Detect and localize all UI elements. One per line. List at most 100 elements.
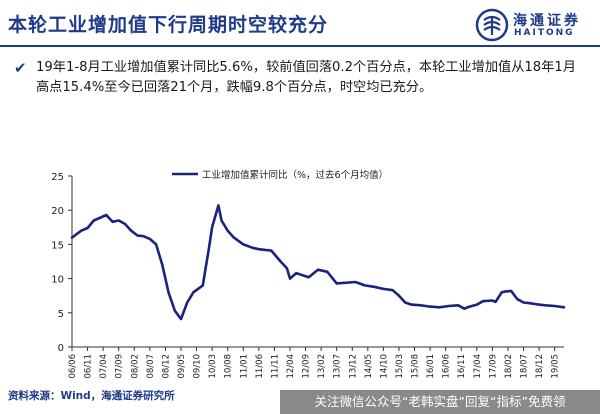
data-point bbox=[491, 299, 494, 302]
data-point bbox=[226, 229, 229, 232]
data-point bbox=[136, 234, 139, 237]
data-point bbox=[186, 301, 189, 304]
x-tick-label: 17/04 bbox=[473, 354, 483, 379]
data-point bbox=[373, 285, 375, 288]
x-tick-label: 07/09 bbox=[115, 354, 125, 379]
header-divider bbox=[0, 45, 600, 47]
data-point bbox=[463, 307, 466, 310]
x-tick-label: 07/04 bbox=[99, 354, 109, 379]
data-point bbox=[510, 290, 512, 292]
data-point bbox=[438, 306, 441, 309]
data-point bbox=[457, 304, 459, 307]
haitong-logo-icon bbox=[475, 8, 509, 42]
data-point bbox=[398, 294, 400, 297]
data-point bbox=[117, 219, 120, 222]
x-tick-label: 18/12 bbox=[535, 354, 545, 379]
data-point bbox=[410, 303, 413, 306]
series-line bbox=[70, 204, 566, 321]
data-point bbox=[544, 304, 547, 307]
logo-text-en: HAITONG bbox=[514, 28, 575, 38]
data-point bbox=[142, 235, 145, 238]
y-tick-label: 25 bbox=[51, 172, 64, 183]
x-tick-label: 09/10 bbox=[193, 354, 203, 379]
x-tick-label: 15/03 bbox=[395, 354, 405, 379]
y-tick-label: 15 bbox=[51, 240, 64, 251]
summary-bullet: ✔ 19年1-8月工业增加值累计同比5.6%，较前值回落0.2个百分点，本轮工业… bbox=[14, 58, 584, 98]
data-point bbox=[264, 249, 266, 251]
y-tick-label: 20 bbox=[51, 206, 64, 217]
data-point bbox=[466, 306, 469, 309]
data-point bbox=[494, 301, 497, 303]
data-point bbox=[167, 291, 170, 294]
x-tick-label: 15/08 bbox=[411, 354, 421, 379]
data-point bbox=[279, 260, 282, 263]
chart-plot-area bbox=[70, 204, 566, 321]
source-note: 资料来源：Wind，海通证券研究所 bbox=[8, 390, 175, 402]
x-tick-label: 16/11 bbox=[457, 354, 467, 379]
x-tick-label: 11/06 bbox=[255, 354, 265, 379]
x-tick-label: 16/06 bbox=[442, 354, 452, 379]
data-point bbox=[482, 300, 484, 303]
data-point bbox=[148, 238, 151, 240]
data-point bbox=[211, 226, 214, 229]
x-tick-label: 12/09 bbox=[302, 354, 312, 379]
line-chart: 0 5 10 15 20 25 06/06 06/11 07/04 07/09 08/02 08/07… bbox=[51, 169, 566, 379]
x-tick-label: 11/01 bbox=[239, 354, 249, 379]
data-point bbox=[233, 236, 235, 239]
data-point bbox=[500, 291, 503, 294]
x-tick-label: 13/07 bbox=[333, 354, 343, 379]
data-point bbox=[553, 305, 556, 307]
data-point bbox=[563, 306, 565, 309]
data-point bbox=[419, 304, 422, 307]
data-point bbox=[404, 301, 407, 304]
data-point bbox=[80, 229, 83, 232]
x-tick-label: 08/12 bbox=[161, 354, 171, 379]
data-point bbox=[201, 284, 204, 287]
data-point bbox=[208, 246, 210, 249]
page-title: 本轮工业增加值下行周期时空较充分 bbox=[8, 14, 329, 36]
data-point bbox=[295, 272, 298, 274]
x-tick-label: 08/07 bbox=[146, 354, 156, 379]
data-point bbox=[538, 303, 540, 306]
watermark-banner: 关注微信公众号“老韩实盘”回复“指标”免费领 bbox=[280, 390, 600, 414]
x-tick-label: 08/02 bbox=[130, 354, 140, 379]
data-point bbox=[130, 229, 133, 232]
data-point bbox=[86, 227, 89, 229]
data-point bbox=[192, 291, 195, 294]
logo-text-cn: 海通证券 bbox=[513, 13, 581, 29]
x-tick-label: 06/11 bbox=[84, 354, 94, 379]
x-tick-label: 12/04 bbox=[286, 354, 296, 379]
x-tick-label: 19/05 bbox=[551, 354, 561, 379]
x-tick-label: 17/09 bbox=[488, 354, 498, 379]
data-point bbox=[105, 214, 108, 216]
chart-axes: 0 5 10 15 20 25 06/06 06/11 07/04 07/09 08/02 08/07… bbox=[51, 172, 564, 379]
data-point bbox=[92, 219, 95, 222]
data-point bbox=[307, 276, 310, 279]
x-tick-label: 06/06 bbox=[68, 354, 78, 379]
data-point bbox=[503, 290, 506, 293]
data-point bbox=[220, 219, 223, 222]
data-point bbox=[447, 305, 450, 307]
data-point bbox=[528, 302, 531, 305]
data-point bbox=[335, 282, 338, 285]
data-point bbox=[270, 249, 273, 252]
data-point bbox=[286, 267, 288, 270]
data-point bbox=[289, 277, 291, 280]
x-tick-label: 11/11 bbox=[270, 354, 280, 379]
haitong-logo: 海通证券 HAITONG bbox=[475, 8, 597, 42]
data-point bbox=[155, 243, 158, 246]
data-point bbox=[522, 301, 525, 304]
x-tick-label: 18/02 bbox=[504, 354, 514, 379]
header: 本轮工业增加值下行周期时空较充分 海通证券 HAITONG bbox=[0, 0, 600, 47]
data-point bbox=[354, 281, 357, 283]
data-point bbox=[71, 236, 73, 239]
data-point bbox=[317, 268, 319, 271]
data-point bbox=[111, 220, 114, 223]
y-tick-label: 0 bbox=[58, 343, 64, 354]
data-point bbox=[429, 305, 431, 308]
x-tick-label: 13/02 bbox=[317, 354, 327, 379]
legend-label: 工业增加值累计同比（%，过去6个月均值） bbox=[202, 169, 388, 181]
y-tick-label: 10 bbox=[51, 275, 64, 286]
data-point bbox=[173, 309, 176, 312]
x-tick-label: 13/12 bbox=[348, 354, 358, 379]
